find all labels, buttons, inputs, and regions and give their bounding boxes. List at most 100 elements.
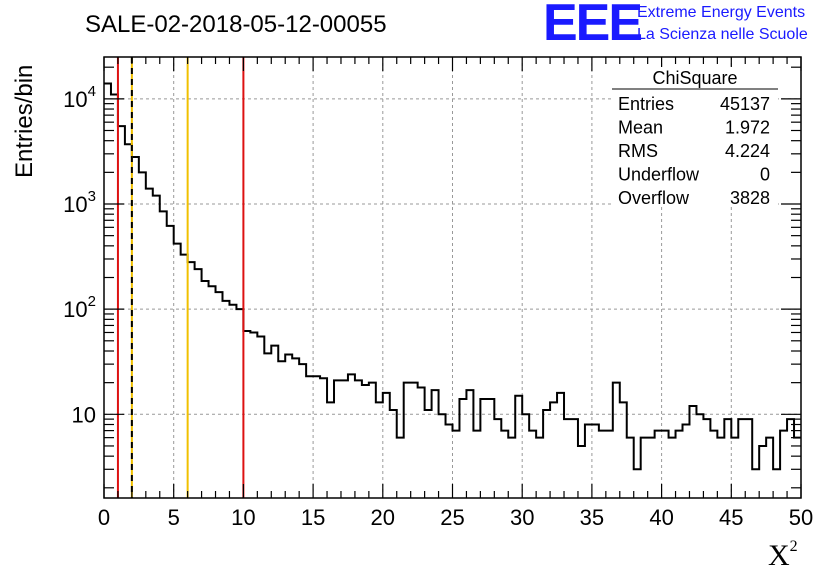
histogram-bin	[710, 431, 717, 498]
stats-value: 45137	[720, 94, 770, 114]
x-tick-label: 45	[719, 505, 743, 530]
y-tick-labels: 10 102 103 104	[63, 83, 96, 427]
histogram-bin	[132, 157, 139, 498]
stats-label: Mean	[618, 118, 663, 138]
histogram-bin	[181, 255, 188, 498]
histogram-bin	[536, 438, 543, 498]
histogram-bin	[264, 353, 271, 498]
histogram-bin	[243, 331, 250, 498]
marker-lines	[116, 57, 245, 498]
histogram-bin	[627, 438, 634, 498]
stats-label: Underflow	[618, 165, 700, 185]
histogram-bin	[522, 414, 529, 498]
x-tick-label: 40	[649, 505, 673, 530]
y-axis-label: Entries/bin	[11, 65, 38, 178]
histogram-bin	[683, 425, 690, 499]
x-tick-label: 15	[301, 505, 325, 530]
histogram-bin	[362, 385, 369, 498]
histogram-bin	[139, 172, 146, 498]
histogram-bin	[313, 376, 320, 498]
histogram-bin	[453, 431, 460, 498]
y-tick-label: 10	[72, 402, 96, 427]
stats-value: 4.224	[725, 141, 770, 161]
y-tick-label: 104	[63, 83, 96, 112]
stats-value: 3828	[730, 188, 770, 208]
histogram-bin	[146, 189, 153, 498]
y-tick-label: 102	[63, 293, 96, 322]
x-tick-label: 25	[440, 505, 464, 530]
histogram-bin	[202, 281, 209, 498]
histogram-bin	[724, 419, 731, 498]
histogram-bin	[369, 383, 376, 498]
histogram-bin	[432, 390, 439, 498]
histogram-bin	[613, 383, 620, 498]
histogram-bin	[299, 364, 306, 498]
histogram-bin	[731, 438, 738, 498]
histogram-bin	[271, 346, 278, 498]
histogram-bin	[174, 244, 181, 498]
axis-ticks	[103, 57, 802, 498]
histogram-bin	[794, 438, 801, 498]
histogram-bin	[341, 380, 348, 498]
histogram-line	[104, 82, 801, 471]
histogram-bin	[104, 83, 111, 498]
histogram-bin	[390, 410, 397, 498]
histogram-bin	[703, 419, 710, 498]
histogram-bin	[717, 438, 724, 498]
histogram-bin	[327, 402, 334, 498]
histogram-bin	[515, 396, 522, 498]
stats-box: ChiSquare Entries 45137 Mean 1.972 RMS 4.224 U…	[612, 67, 778, 208]
histogram-bin	[557, 393, 564, 498]
histogram-bin	[543, 410, 550, 498]
histogram-bin	[473, 431, 480, 498]
stats-box-frame	[612, 67, 778, 207]
histogram-bin	[418, 387, 425, 498]
histogram-bin	[292, 358, 299, 498]
histogram-bin	[606, 431, 613, 498]
x-tick-label: 50	[789, 505, 813, 530]
histogram-bin	[229, 305, 236, 498]
x-tick-label: 35	[580, 505, 604, 530]
stats-value: 0	[760, 165, 770, 185]
logo-line-2: La Scienza nelle Scuole	[637, 26, 808, 43]
histogram-bin	[439, 414, 446, 498]
histogram-bin	[501, 431, 508, 498]
histogram-bin	[348, 374, 355, 498]
histogram-bin	[355, 380, 362, 498]
x-tick-labels: 0 5 10 15 20 25 30 35 40 45 50	[98, 505, 813, 530]
histogram-bin	[529, 431, 536, 498]
histogram-bin	[480, 399, 487, 498]
histogram-bin	[425, 410, 432, 498]
histogram-bin	[578, 446, 585, 498]
histogram-bin	[564, 419, 571, 498]
histogram-bin	[780, 431, 787, 498]
histogram-bin	[209, 286, 216, 498]
histogram-bin	[459, 399, 466, 498]
histogram-bin	[662, 431, 669, 498]
histogram-bin	[446, 425, 453, 499]
histogram-bin	[641, 438, 648, 498]
plot-frame	[103, 56, 802, 499]
histogram-bin	[222, 301, 229, 498]
x-tick-label: 0	[98, 505, 110, 530]
histogram-bin	[592, 425, 599, 499]
histogram-bin	[773, 469, 780, 498]
histogram-bin	[216, 292, 223, 498]
histogram-bin	[153, 196, 160, 498]
stats-value: 1.972	[725, 118, 770, 138]
histogram-bin	[620, 402, 627, 498]
histogram-bin	[188, 262, 195, 498]
histogram-bin	[648, 438, 655, 498]
histogram-bin	[759, 446, 766, 498]
histogram-bin	[383, 393, 390, 498]
histogram-bin	[599, 431, 606, 498]
histogram-bin	[487, 399, 494, 498]
histogram-bin	[397, 438, 404, 498]
histogram-bin	[655, 431, 662, 498]
histogram-bin	[669, 438, 676, 498]
histogram-bin	[118, 126, 125, 498]
x-tick-label: 10	[231, 505, 255, 530]
histogram-bin	[236, 309, 243, 498]
x-tick-label: 5	[168, 505, 180, 530]
